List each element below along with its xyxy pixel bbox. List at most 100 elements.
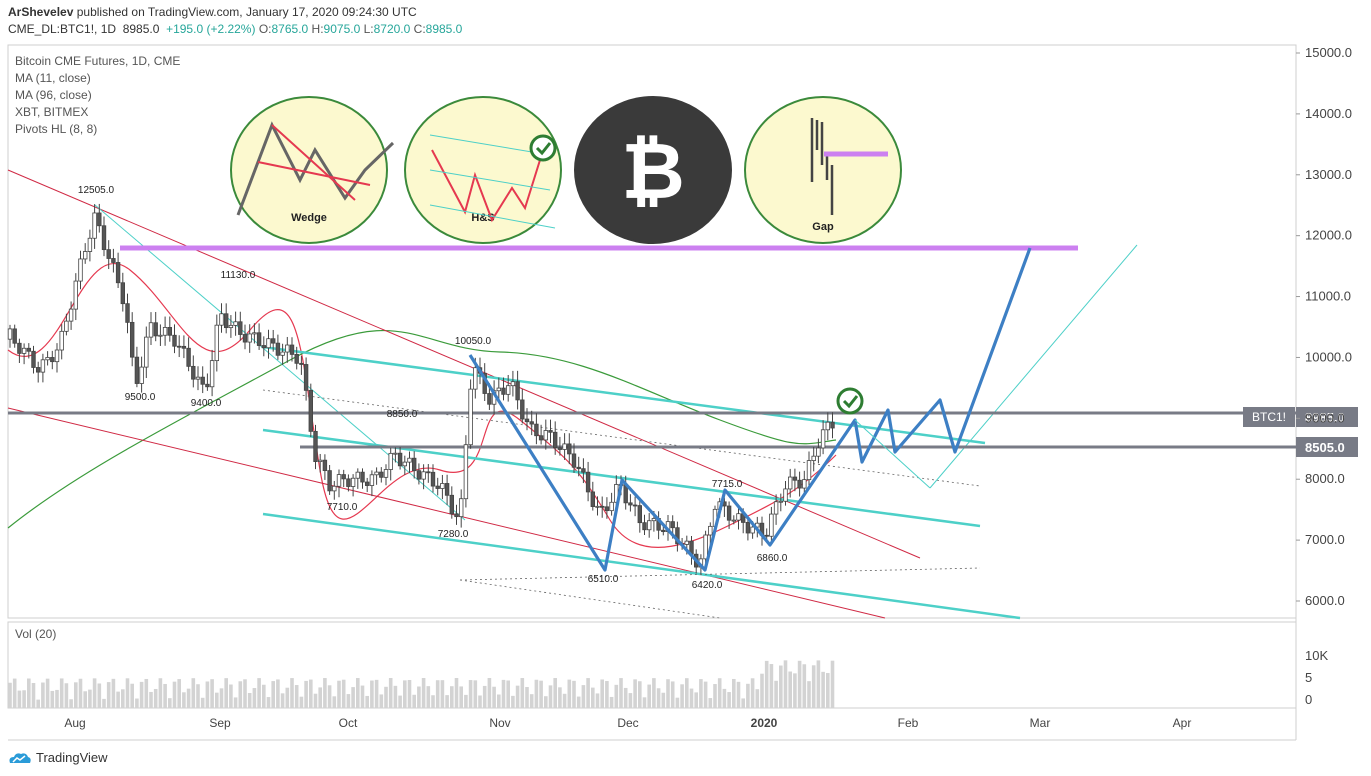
candle-body [83, 251, 88, 260]
candle-body [609, 501, 614, 512]
price-tag-value: 8505.0 [1305, 440, 1345, 455]
candle-body [162, 327, 168, 336]
candle-body [322, 459, 328, 472]
volume-bar [652, 678, 656, 708]
candle-body [176, 345, 182, 348]
volume-bar [398, 695, 402, 708]
candle-body [364, 481, 370, 486]
pivot-label: 12505.0 [78, 185, 115, 196]
volume-bar [515, 685, 520, 708]
volume-bar [708, 698, 713, 708]
candle-body [285, 344, 290, 353]
x-tick-label: Aug [64, 716, 85, 730]
channel-dotted-1 [262, 389, 981, 487]
volume-bar [111, 678, 116, 708]
y-tick-label: 10000.0 [1305, 349, 1352, 364]
candle-body [595, 505, 600, 508]
volume-bar [633, 679, 637, 708]
volume-bar [464, 694, 468, 708]
y-tick-label: 15000.0 [1305, 45, 1352, 60]
volume-bar [562, 693, 567, 708]
volume-bar [285, 687, 290, 708]
volume-bar [826, 673, 830, 708]
volume-bar [299, 696, 304, 708]
volume-bar [290, 678, 294, 708]
volume-bar [215, 692, 219, 708]
candle-body [125, 303, 130, 323]
volume-bar [55, 689, 59, 708]
volume-bar [205, 681, 210, 708]
volume-bar [257, 678, 261, 708]
volume-bar [520, 678, 525, 708]
candle-body [54, 349, 60, 363]
check-mark-icon [842, 395, 859, 409]
volume-bar [830, 660, 835, 708]
volume-bar [567, 679, 572, 708]
volume-bar [379, 694, 384, 708]
volume-bar [811, 665, 816, 708]
hs-channel-line [429, 169, 551, 191]
symbol-name: CME_DL:BTC1!, 1D [8, 22, 117, 36]
volume-bar [41, 682, 45, 708]
wedge-lower [257, 161, 371, 186]
x-tick-label: Mar [1030, 716, 1051, 730]
volume-pane [7, 621, 1297, 709]
volume-bar [591, 687, 595, 708]
volume-bar [788, 671, 792, 708]
volume-bar [623, 687, 628, 708]
candle-body [50, 357, 55, 363]
volume-bar [31, 682, 36, 708]
volume-bar [168, 698, 172, 708]
volume-bar [36, 699, 40, 708]
x-tick-label: Sep [209, 716, 231, 730]
candle-body [726, 505, 732, 521]
candle-body [360, 471, 365, 483]
candle-body [294, 353, 299, 364]
gap-caption: Gap [812, 221, 834, 233]
candle-body [708, 525, 713, 536]
volume-bar [403, 680, 407, 708]
volume-bar [572, 680, 576, 708]
candle-body [252, 332, 257, 335]
tradingview-logo[interactable]: TradingView [8, 750, 108, 765]
candle-body [64, 320, 69, 332]
volume-bar [341, 679, 346, 708]
open-value: 8765.0 [271, 22, 309, 36]
volume-bar [393, 685, 398, 708]
volume-tick-label: 10K [1305, 648, 1328, 663]
publish-info: published on TradingView.com, January 17… [76, 5, 417, 19]
candle-body [670, 521, 675, 529]
volume-bar [360, 685, 365, 708]
candle-body [773, 501, 779, 515]
candle-body [68, 308, 74, 322]
channel-dotted-3 [459, 579, 721, 619]
volume-bar [210, 679, 214, 708]
volume-bar [576, 696, 581, 708]
volume-bar [473, 680, 478, 708]
volume-bar [88, 689, 92, 708]
volume-bar [793, 673, 797, 708]
author-name[interactable]: ArShevelev [8, 5, 74, 19]
volume-bar [238, 681, 243, 708]
candle-body [661, 529, 666, 533]
volume-bar [294, 685, 299, 708]
volume-bar [544, 696, 548, 708]
volume-bar [511, 695, 515, 708]
candle-body [567, 443, 572, 455]
volume-bar [421, 678, 426, 708]
ma-fast-line [7, 262, 837, 548]
x-tick-label: Apr [1173, 716, 1192, 730]
downtrend-upper-line [7, 169, 921, 559]
tradingview-cloud-icon [9, 752, 31, 763]
candle-body [411, 457, 417, 472]
hs-path [431, 149, 541, 223]
volume-bar [412, 694, 416, 708]
volume-bar [191, 678, 196, 708]
candle-body [158, 334, 163, 337]
candle-body [557, 447, 563, 450]
candle-body [275, 342, 281, 356]
candle-body [26, 347, 31, 352]
check-circle-icon [836, 387, 864, 415]
candle-body [21, 347, 27, 354]
